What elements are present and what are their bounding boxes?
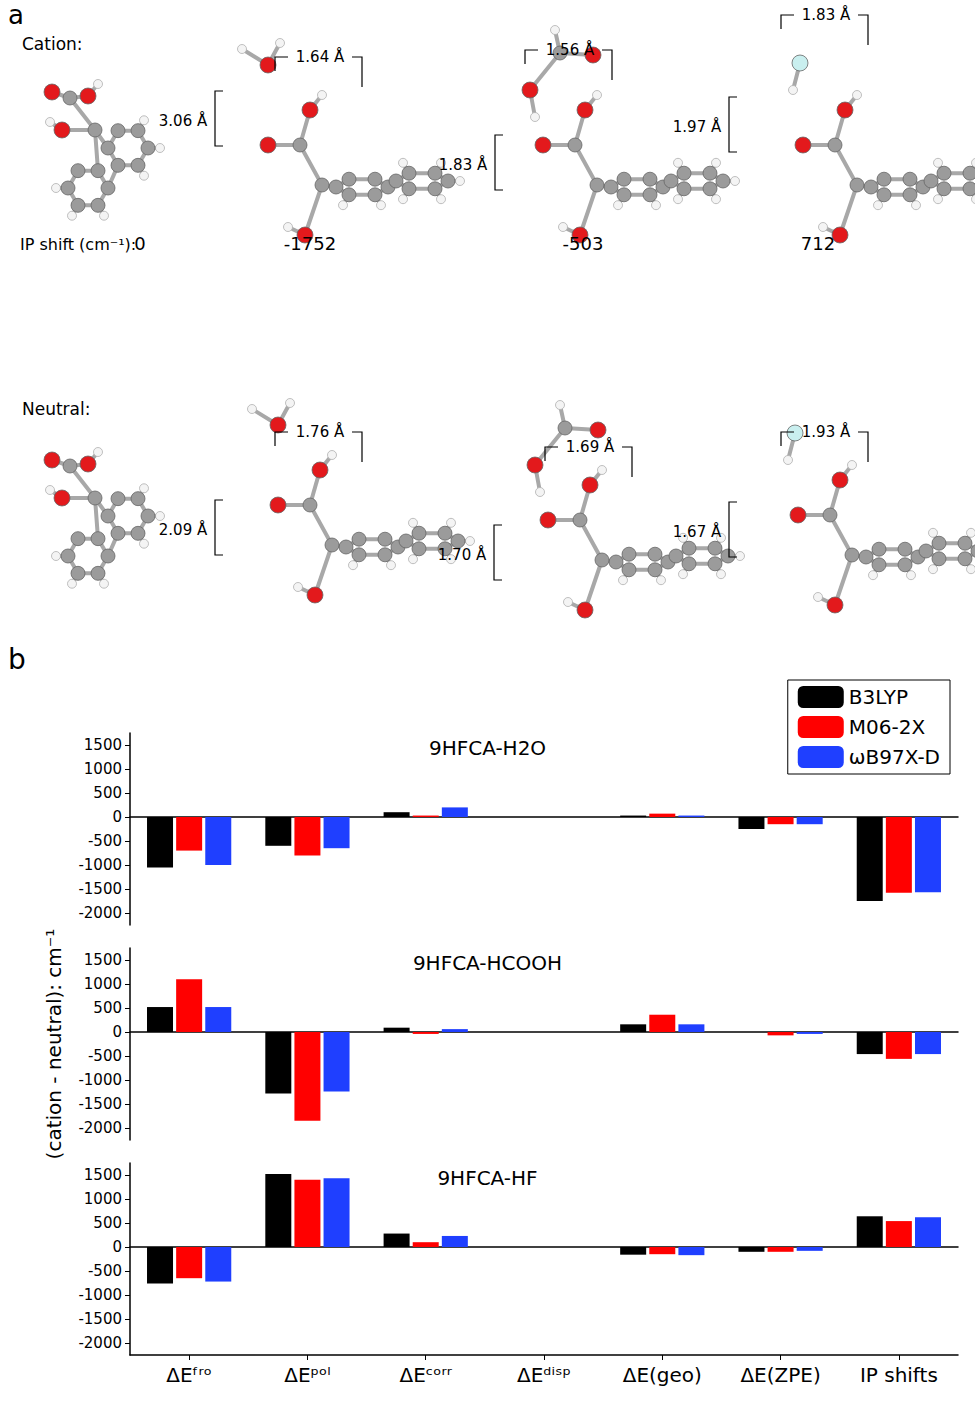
svg-text:9HFCA-HCOOH: 9HFCA-HCOOH	[413, 951, 562, 975]
svg-text:1500: 1500	[84, 736, 122, 754]
svg-text:M06-2X: M06-2X	[849, 715, 926, 739]
svg-text:-500: -500	[88, 832, 122, 850]
svg-text:1.83 Å: 1.83 Å	[439, 155, 488, 174]
svg-text:-500: -500	[88, 1047, 122, 1065]
svg-text:500: 500	[93, 1214, 122, 1232]
svg-text:1500: 1500	[84, 1166, 122, 1184]
svg-text:Neutral:: Neutral:	[22, 399, 90, 419]
svg-text:500: 500	[93, 784, 122, 802]
svg-text:a: a	[8, 0, 24, 30]
svg-text:b: b	[8, 643, 26, 676]
svg-text:IP shifts: IP shifts	[860, 1363, 938, 1387]
svg-text:Cation:: Cation:	[22, 34, 83, 54]
svg-text:-1500: -1500	[78, 1310, 122, 1328]
svg-text:ΔE(geo): ΔE(geo)	[623, 1363, 702, 1387]
svg-text:1000: 1000	[84, 760, 122, 778]
svg-text:IP shift (cm⁻¹):: IP shift (cm⁻¹):	[20, 235, 136, 254]
svg-text:-1500: -1500	[78, 1095, 122, 1113]
svg-text:ΔEᵈⁱˢᵖ: ΔEᵈⁱˢᵖ	[517, 1363, 571, 1387]
svg-text:1.56 Å: 1.56 Å	[546, 40, 595, 59]
svg-text:(cation - neutral): cm⁻¹: (cation - neutral): cm⁻¹	[42, 929, 66, 1160]
svg-text:1.67 Å: 1.67 Å	[673, 522, 722, 541]
svg-text:1.70 Å: 1.70 Å	[438, 545, 487, 564]
svg-text:ΔEᶜᵒʳʳ: ΔEᶜᵒʳʳ	[400, 1363, 453, 1387]
svg-text:0: 0	[112, 808, 122, 826]
svg-text:1.69 Å: 1.69 Å	[566, 437, 615, 456]
svg-text:1.64 Å: 1.64 Å	[296, 47, 345, 66]
svg-text:-1500: -1500	[78, 880, 122, 898]
svg-text:-1000: -1000	[78, 1071, 122, 1089]
svg-text:1500: 1500	[84, 951, 122, 969]
svg-text:2.09 Å: 2.09 Å	[159, 520, 208, 539]
svg-text:B3LYP: B3LYP	[849, 685, 908, 709]
svg-text:1000: 1000	[84, 975, 122, 993]
svg-text:1.83 Å: 1.83 Å	[802, 5, 851, 24]
svg-text:712: 712	[801, 233, 835, 254]
svg-text:1.93 Å: 1.93 Å	[802, 422, 851, 441]
svg-text:-2000: -2000	[78, 904, 122, 922]
svg-text:1.76 Å: 1.76 Å	[296, 422, 345, 441]
svg-text:-2000: -2000	[78, 1334, 122, 1352]
svg-text:ΔEᶠʳᵒ: ΔEᶠʳᵒ	[166, 1363, 212, 1387]
svg-text:3.06 Å: 3.06 Å	[159, 111, 208, 130]
svg-text:9HFCA-HF: 9HFCA-HF	[437, 1166, 537, 1190]
svg-text:ΔE(ZPE): ΔE(ZPE)	[740, 1363, 820, 1387]
svg-text:-1752: -1752	[284, 233, 336, 254]
svg-text:-500: -500	[88, 1262, 122, 1280]
svg-text:0: 0	[112, 1023, 122, 1041]
svg-text:0: 0	[112, 1238, 122, 1256]
svg-text:-1000: -1000	[78, 1286, 122, 1304]
svg-text:9HFCA-H2O: 9HFCA-H2O	[429, 736, 546, 760]
svg-text:0: 0	[134, 233, 145, 254]
svg-text:ΔEᵖᵒˡ: ΔEᵖᵒˡ	[284, 1363, 330, 1387]
svg-text:-1000: -1000	[78, 856, 122, 874]
svg-text:-503: -503	[563, 233, 604, 254]
svg-text:1.97 Å: 1.97 Å	[673, 117, 722, 136]
svg-text:1000: 1000	[84, 1190, 122, 1208]
svg-text:-2000: -2000	[78, 1119, 122, 1137]
svg-text:ωB97X-D: ωB97X-D	[849, 745, 940, 769]
svg-text:500: 500	[93, 999, 122, 1017]
